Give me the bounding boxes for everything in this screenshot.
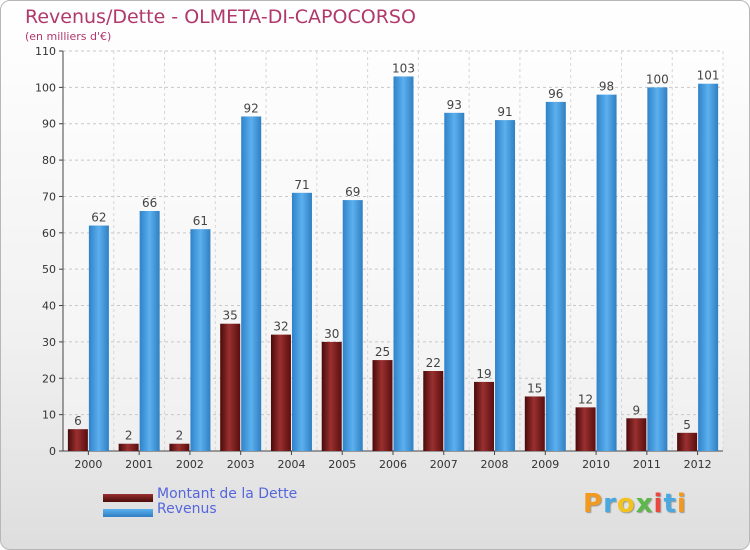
chart-subtitle: (en milliers d'€): [25, 30, 112, 43]
y-tick-label: 50: [42, 263, 56, 276]
data-label-revenus: 98: [599, 80, 614, 94]
bar-dette: [677, 432, 698, 451]
x-tick-label: 2001: [125, 458, 153, 471]
axes: 0 10 20 30 40 50 60 70 80 90 100 110 2000 2001 2002 200…: [35, 45, 723, 471]
bar-dette: [67, 429, 88, 451]
data-label-dette: 6: [74, 414, 82, 428]
bar-dette: [169, 443, 190, 451]
data-label-revenus: 62: [91, 211, 106, 225]
y-tick-label: 100: [35, 81, 56, 94]
proxiti-logo: Proxiti: [583, 489, 687, 519]
legend-label-revenus: Revenus: [157, 501, 217, 517]
y-tick-label: 30: [42, 336, 56, 349]
data-label-revenus: 91: [497, 105, 512, 119]
data-label-revenus: 92: [244, 101, 259, 115]
logo-letter: o: [616, 489, 636, 519]
bar-revenus: [596, 94, 617, 452]
logo-letter: t: [663, 489, 677, 519]
bar-revenus: [291, 192, 312, 451]
data-label-dette: 35: [223, 309, 238, 323]
data-label-dette: 32: [273, 320, 288, 334]
data-label-dette: 5: [683, 418, 691, 432]
data-label-revenus: 100: [646, 72, 669, 86]
bar-dette: [118, 443, 139, 451]
y-tick-label: 110: [35, 45, 56, 58]
bars: [67, 76, 719, 452]
bar-dette: [474, 381, 495, 451]
bar-revenus: [545, 101, 566, 451]
bar-dette: [270, 334, 291, 451]
data-label-revenus: 61: [193, 214, 208, 228]
x-tick-label: 2004: [277, 458, 305, 471]
x-tick-label: 2007: [430, 458, 458, 471]
data-label-revenus: 101: [697, 69, 720, 83]
data-label-revenus: 66: [142, 196, 157, 210]
data-label-dette: 22: [426, 356, 441, 370]
data-label-dette: 9: [633, 403, 641, 417]
y-tick-label: 70: [42, 190, 56, 203]
data-label-revenus: 93: [447, 98, 462, 112]
y-tick-label: 60: [42, 227, 56, 240]
x-tick-label: 2005: [328, 458, 356, 471]
bar-revenus: [393, 76, 414, 452]
x-tick-label: 2006: [379, 458, 407, 471]
bar-revenus: [647, 87, 668, 451]
data-labels: 62 23532302522191512956266619271691039391…: [74, 61, 720, 442]
data-label-dette: 30: [324, 327, 339, 341]
data-label-dette: 12: [578, 392, 593, 406]
grid-lines: [62, 50, 724, 451]
data-label-dette: 25: [375, 345, 390, 359]
y-tick-label: 80: [42, 154, 56, 167]
bar-revenus: [444, 112, 465, 452]
data-label-revenus: 103: [392, 61, 415, 75]
y-tick-label: 90: [42, 118, 56, 131]
logo-letter: r: [603, 489, 617, 519]
data-label-revenus: 71: [294, 178, 309, 192]
plot-area: [63, 51, 723, 451]
x-tick-label: 2009: [531, 458, 559, 471]
bar-revenus: [139, 211, 160, 451]
y-tick-label: 10: [42, 409, 56, 422]
bar-revenus: [88, 225, 109, 451]
logo-letter: x: [635, 489, 654, 519]
data-label-dette: 2: [125, 429, 133, 443]
x-tick-label: 2008: [481, 458, 509, 471]
bar-dette: [220, 323, 241, 451]
bar-dette: [575, 407, 596, 451]
logo-letter: i: [676, 489, 687, 519]
bar-revenus: [190, 229, 211, 451]
x-tick-label: 2010: [582, 458, 610, 471]
legend-swatch-dette: [103, 494, 153, 502]
bar-revenus: [241, 116, 262, 452]
y-tick-label: 40: [42, 300, 56, 313]
chart-title: Revenus/Dette - OLMETA-DI-CAPOCORSO: [25, 6, 416, 28]
x-tick-label: 2003: [227, 458, 255, 471]
bar-dette: [524, 396, 545, 451]
logo-letter: P: [583, 489, 604, 519]
bar-dette: [423, 371, 444, 451]
legend-swatch-revenus: [103, 509, 153, 517]
bar-revenus: [342, 200, 363, 451]
bar-dette: [372, 360, 393, 451]
bar-dette: [321, 341, 342, 451]
legend-label-dette: Montant de la Dette: [157, 486, 298, 502]
data-label-dette: 19: [476, 367, 491, 381]
bar-revenus: [495, 120, 516, 451]
bar-revenus: [698, 83, 719, 452]
x-tick-label: 2002: [176, 458, 204, 471]
x-tick-label: 2011: [633, 458, 661, 471]
bar-dette: [626, 418, 647, 451]
logo-letter: i: [653, 489, 664, 519]
data-label-dette: 15: [527, 381, 542, 395]
data-label-dette: 2: [176, 429, 184, 443]
x-tick-label: 2012: [684, 458, 712, 471]
data-label-revenus: 96: [548, 87, 563, 101]
y-tick-label: 0: [49, 445, 56, 458]
x-tick-label: 2000: [74, 458, 102, 471]
data-label-revenus: 69: [345, 185, 360, 199]
y-tick-label: 20: [42, 372, 56, 385]
